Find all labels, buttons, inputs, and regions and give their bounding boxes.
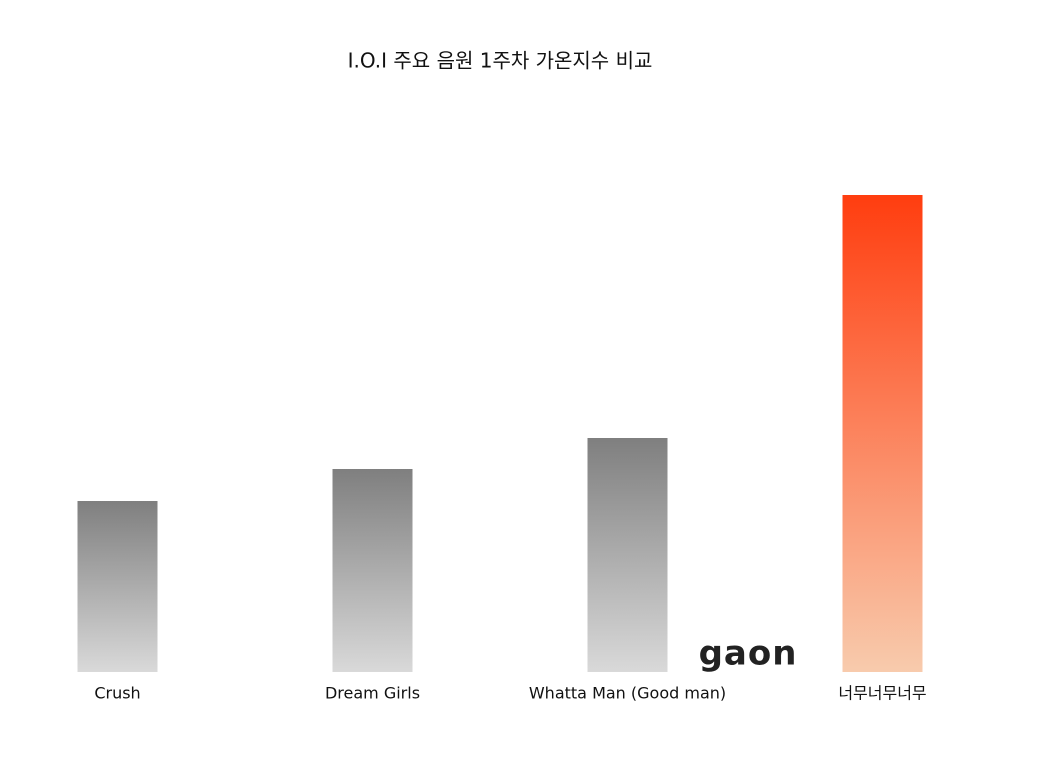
x-tick-label: Crush <box>94 684 140 703</box>
bar <box>842 195 923 672</box>
x-tick-label: 너무너무너무 <box>838 684 926 703</box>
bar <box>587 438 668 672</box>
x-tick-label: Whatta Man (Good man) <box>529 684 726 703</box>
bar <box>332 469 413 672</box>
bar <box>77 501 158 672</box>
x-tick-label: Dream Girls <box>325 684 420 703</box>
chart-title: I.O.I 주요 음원 1주차 가온지수 비교 <box>348 49 653 73</box>
logo: gaon <box>699 634 798 674</box>
